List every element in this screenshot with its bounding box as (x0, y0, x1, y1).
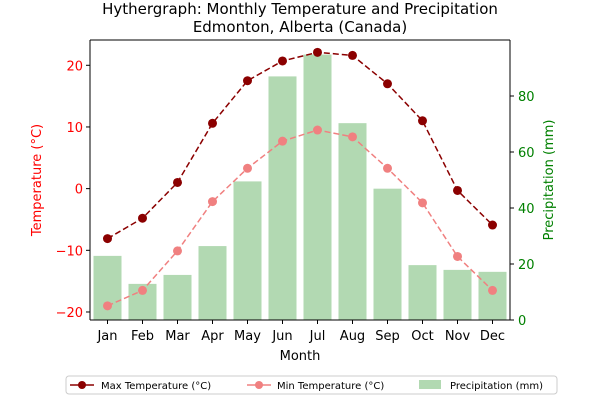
max-temp-point-apr (208, 118, 217, 128)
x-axis-label: Month (280, 349, 321, 364)
chart-title: Hythergraph: Monthly Temperature and Pre… (102, 0, 498, 18)
legend-min-label: Min Temperature (°C) (277, 381, 384, 392)
max-temp-point-nov (453, 185, 462, 195)
legend-precip-label: Precipitation (mm) (450, 381, 543, 392)
precip-bar-mar (163, 274, 192, 320)
max-temp-point-mar (173, 177, 182, 187)
min-temp-point-jun (278, 136, 287, 146)
precip-bar-nov (443, 269, 472, 320)
x-tick-label-may: May (234, 329, 261, 344)
max-temp-point-feb (138, 213, 147, 223)
y-right-tick-label: 80 (518, 90, 535, 105)
max-temp-point-oct (418, 116, 427, 126)
x-tick-label-oct: Oct (411, 329, 433, 344)
chart-subtitle: Edmonton, Alberta (Canada) (193, 18, 407, 36)
min-temp-point-aug (348, 132, 357, 142)
y-right-tick-label: 40 (518, 202, 535, 217)
min-temp-point-dec (488, 285, 497, 295)
max-temp-line (107, 51, 494, 240)
y-right-tick-label: 0 (518, 314, 526, 329)
min-temp-point-jul (313, 125, 322, 135)
y-axis-left-label: Temperature (°C) (30, 124, 45, 237)
precip-bar-sep (373, 188, 402, 320)
max-temp-point-aug (348, 50, 357, 60)
precipitation-bars (93, 54, 507, 321)
x-tick-label-nov: Nov (445, 329, 471, 344)
y-left-tick-label: 10 (66, 121, 83, 136)
y-axis-right-label: Precipitation (mm) (542, 120, 557, 241)
legend-precip-swatch (419, 380, 441, 389)
x-tick-label-jul: Jul (309, 329, 326, 344)
max-temp-point-jan (103, 234, 112, 244)
precip-bar-jan (93, 255, 122, 320)
y-left-tick-label: 20 (66, 59, 83, 74)
min-temp-point-oct (418, 198, 427, 208)
y-left-tick-label: −10 (56, 244, 83, 259)
x-tick-label-aug: Aug (340, 329, 365, 344)
x-tick-label-dec: Dec (480, 329, 505, 344)
min-temp-point-jan (103, 301, 112, 311)
precip-bar-may (233, 181, 262, 320)
x-tick-label-sep: Sep (375, 329, 400, 344)
min-temp-point-apr (208, 197, 217, 207)
min-temp-point-may (243, 163, 252, 173)
precip-bar-dec (478, 271, 507, 320)
max-temp-point-jun (278, 56, 287, 66)
legend-min-marker (255, 381, 263, 389)
max-temp-point-may (243, 76, 252, 86)
max-temp-point-jul (313, 47, 322, 57)
precip-bar-apr (198, 246, 227, 320)
max-temp-point-dec (488, 220, 497, 230)
x-tick-label-jan: Jan (96, 329, 117, 344)
legend: Max Temperature (°C) Min Temperature (°C… (65, 375, 558, 395)
min-temp-line (107, 129, 494, 307)
axes: Jan Feb Mar Apr May Jun Jul Aug Sep Oct Nov Dec −20 −… (56, 39, 535, 344)
temperature-lines (103, 47, 497, 311)
legend-max-label: Max Temperature (°C) (101, 381, 211, 392)
min-temp-point-feb (138, 285, 147, 295)
max-temp-point-sep (383, 79, 392, 89)
min-temp-point-nov (453, 251, 462, 261)
x-tick-label-apr: Apr (201, 329, 224, 344)
precip-bar-jun (268, 76, 297, 321)
x-tick-label-jun: Jun (271, 329, 292, 344)
precip-bar-oct (408, 265, 437, 320)
y-left-tick-label: −20 (56, 306, 83, 321)
x-tick-label-feb: Feb (131, 329, 154, 344)
min-temp-point-mar (173, 246, 182, 256)
y-left-tick-label: 0 (75, 183, 83, 198)
y-right-tick-label: 20 (518, 258, 535, 273)
x-tick-label-mar: Mar (165, 329, 190, 344)
y-right-tick-label: 60 (518, 146, 535, 161)
legend-max-marker (78, 381, 86, 389)
precip-bar-jul (303, 54, 332, 321)
min-temp-point-sep (383, 163, 392, 173)
precip-bar-aug (338, 123, 367, 320)
